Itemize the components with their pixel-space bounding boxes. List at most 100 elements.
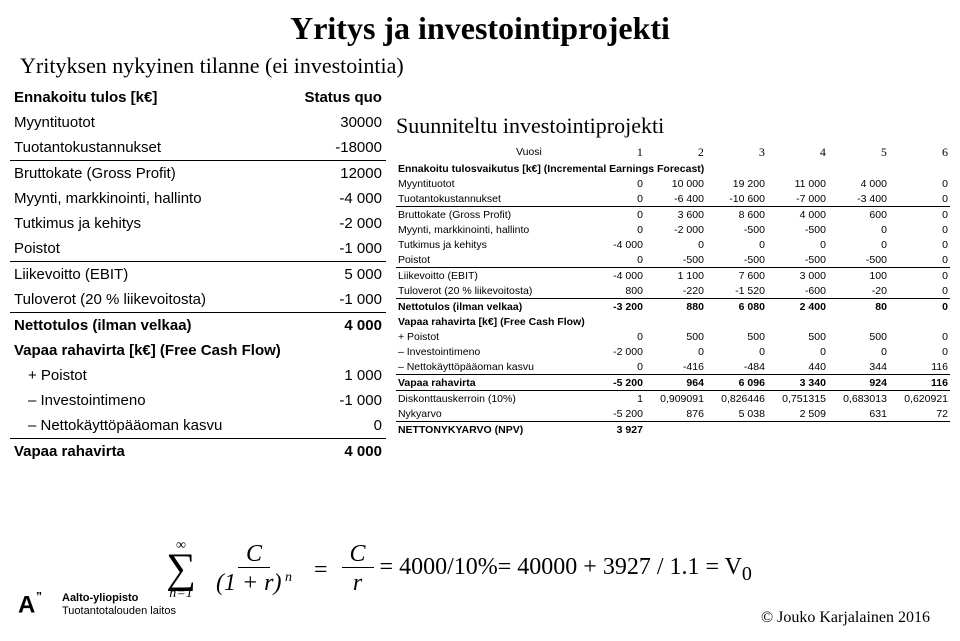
- row-label: Myyntituotot: [10, 110, 324, 135]
- table-cell: 0: [584, 359, 645, 375]
- right-column: Suunniteltu investointiprojekti Vuosi 1 …: [396, 85, 950, 464]
- row-label: Nettotulos (ilman velkaa): [10, 313, 324, 339]
- row-value: 5 000: [324, 262, 386, 288]
- row-label: Myynti, markkinointi, hallinto: [10, 186, 324, 211]
- table-cell: 964: [645, 375, 706, 391]
- row-label: Vapaa rahavirta: [10, 439, 324, 465]
- row-value: -2 000: [324, 211, 386, 236]
- table-cell: 116: [889, 359, 950, 375]
- table-cell: 0: [889, 252, 950, 268]
- table-cell: 0,620921: [889, 391, 950, 407]
- table-row-label: Vapaa rahavirta: [396, 375, 584, 391]
- table-cell: 0: [584, 329, 645, 344]
- formula: ∞ ∑ n=1 C (1 + r) n = C r = 4000/10%= 40…: [160, 539, 920, 601]
- row-label: – Investointimeno: [10, 388, 324, 413]
- table-cell: 0: [584, 207, 645, 223]
- table-cell: 80: [828, 299, 889, 315]
- forecast-header: Ennakoitu tulosvaikutus [k€] (Incrementa…: [396, 161, 950, 176]
- table-cell: 5 038: [706, 406, 767, 422]
- table-cell: 876: [645, 406, 706, 422]
- table-cell: 8 600: [706, 207, 767, 223]
- row-label: Poistot: [10, 236, 324, 262]
- table-cell: 6 096: [706, 375, 767, 391]
- table-cell: 0: [889, 329, 950, 344]
- row-label: Tutkimus ja kehitys: [10, 211, 324, 236]
- table-cell: 0: [889, 207, 950, 223]
- table-cell: -3 200: [584, 299, 645, 315]
- row-label: Tuloverot (20 % liikevoitosta): [10, 287, 324, 313]
- table-cell: 3 927: [584, 422, 645, 438]
- table-cell: -484: [706, 359, 767, 375]
- table-cell: 0,909091: [645, 391, 706, 407]
- row-value: 12000: [324, 161, 386, 187]
- table-row-label: Nettotulos (ilman velkaa): [396, 299, 584, 315]
- table-cell: 500: [645, 329, 706, 344]
- table-cell: [889, 422, 950, 438]
- table-cell: -4 000: [584, 237, 645, 252]
- table-cell: 4 000: [767, 207, 828, 223]
- table-cell: 72: [889, 406, 950, 422]
- copyright: © Jouko Karjalainen 2016: [761, 609, 930, 627]
- row-value: 4 000: [324, 439, 386, 465]
- table-cell: -4 000: [584, 268, 645, 284]
- table-cell: 880: [645, 299, 706, 315]
- table-cell: [828, 422, 889, 438]
- table-row-label: Liikevoitto (EBIT): [396, 268, 584, 284]
- table-cell: 631: [828, 406, 889, 422]
- table-cell: -220: [645, 283, 706, 299]
- row-value: -1 000: [324, 388, 386, 413]
- formula-tail: = 4000/10%= 40000 + 3927 / 1.1 = V0: [380, 554, 752, 586]
- status-quo-table: Ennakoitu tulos [k€] Status quo: [10, 85, 386, 110]
- table-row-label: + Poistot: [396, 329, 584, 344]
- table-cell: 0: [767, 237, 828, 252]
- col-header-label: Ennakoitu tulos [k€]: [10, 85, 250, 110]
- table-cell: 800: [584, 283, 645, 299]
- table-cell: -500: [645, 252, 706, 268]
- status-quo-body: Myyntituotot30000Tuotantokustannukset-18…: [10, 110, 386, 464]
- table-cell: [706, 422, 767, 438]
- row-value: [324, 338, 386, 363]
- year-col: 2: [645, 143, 706, 161]
- table-cell: -6 400: [645, 191, 706, 207]
- table-cell: 500: [828, 329, 889, 344]
- table-cell: 0: [706, 237, 767, 252]
- table-cell: 500: [706, 329, 767, 344]
- logo-block: A ” Aalto-yliopisto Tuotantotalouden lai…: [18, 587, 176, 623]
- logo-dept: Tuotantotalouden laitos: [62, 605, 176, 618]
- table-row-label: Tutkimus ja kehitys: [396, 237, 584, 252]
- plan-title: Suunniteltu investointiprojekti: [396, 113, 950, 139]
- row-value: -1 000: [324, 236, 386, 262]
- table-cell: -5 200: [584, 406, 645, 422]
- svg-text:A: A: [18, 592, 35, 619]
- table-cell: 0: [889, 268, 950, 284]
- table-cell: -5 200: [584, 375, 645, 391]
- page-title: Yritys ja investointiprojekti: [0, 10, 960, 47]
- year-col: 4: [767, 143, 828, 161]
- table-cell: 0,751315: [767, 391, 828, 407]
- year-col: 3: [706, 143, 767, 161]
- table-cell: 0: [645, 344, 706, 359]
- table-cell: 0: [767, 344, 828, 359]
- table-cell: -600: [767, 283, 828, 299]
- table-row-label: – Investointimeno: [396, 344, 584, 359]
- logo-uni: Aalto-yliopisto: [62, 592, 176, 605]
- row-label: Tuotantokustannukset: [10, 135, 324, 161]
- table-cell: 2 400: [767, 299, 828, 315]
- row-label: Liikevoitto (EBIT): [10, 262, 324, 288]
- table-cell: -500: [828, 252, 889, 268]
- table-cell: 500: [767, 329, 828, 344]
- table-row-label: Nykyarvo: [396, 406, 584, 422]
- fraction-1: C (1 + r) n: [208, 541, 300, 600]
- table-cell: 0: [584, 176, 645, 191]
- table-cell: 0: [889, 283, 950, 299]
- left-column: Ennakoitu tulos [k€] Status quo Myyntitu…: [10, 85, 396, 464]
- row-label: Bruttokate (Gross Profit): [10, 161, 324, 187]
- table-cell: 0: [889, 237, 950, 252]
- table-cell: 6 080: [706, 299, 767, 315]
- table-row-label: Diskonttauskerroin (10%): [396, 391, 584, 407]
- table-cell: 0: [706, 344, 767, 359]
- table-cell: [767, 422, 828, 438]
- row-value: 4 000: [324, 313, 386, 339]
- table-cell: 100: [828, 268, 889, 284]
- table-cell: -500: [706, 252, 767, 268]
